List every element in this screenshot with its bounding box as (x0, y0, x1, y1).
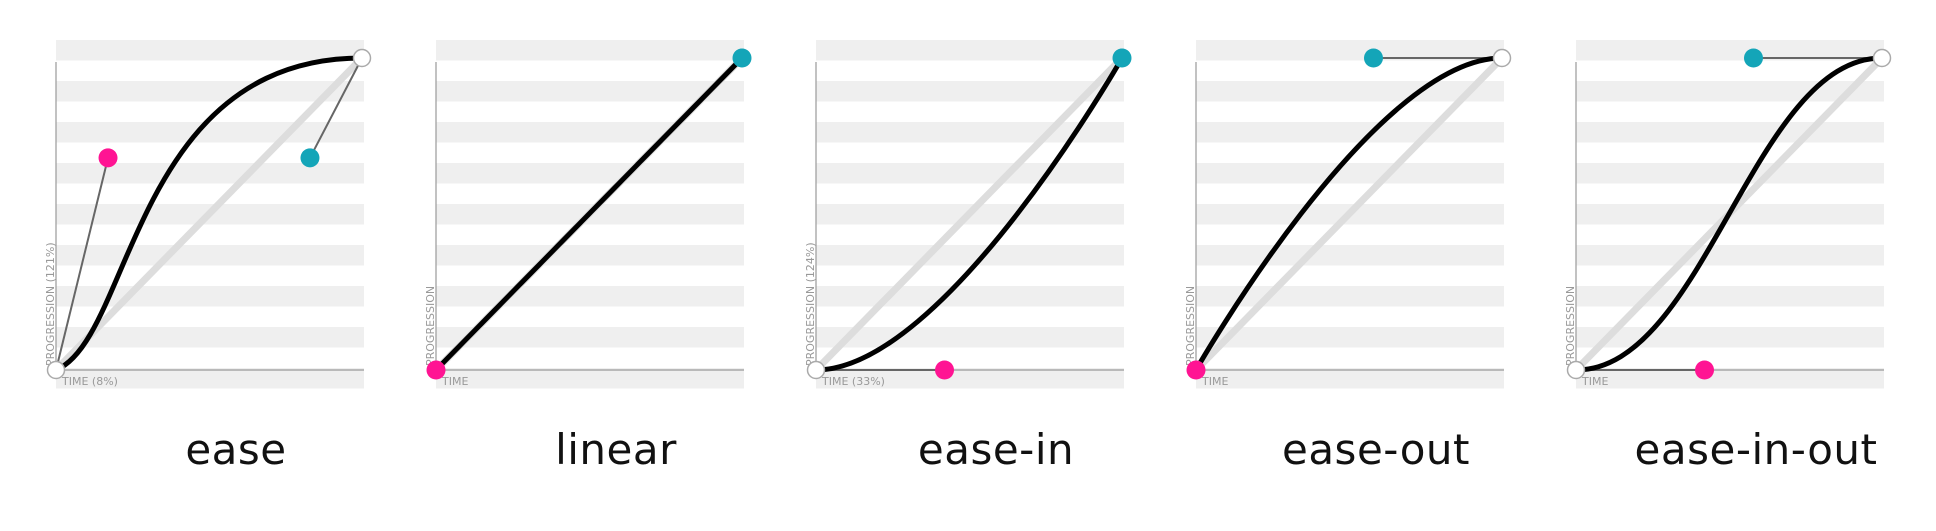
stripe (1576, 40, 1884, 61)
easing-title: ease-out (1281, 425, 1471, 474)
stripe (816, 245, 1124, 266)
stripe (1576, 245, 1884, 266)
stripe-background (436, 40, 744, 389)
stripe (816, 81, 1124, 102)
stripe (1196, 40, 1504, 61)
stripe (436, 122, 744, 143)
linear-reference-line (52, 54, 366, 374)
easing-panel-ease-in: PROGRESSION (124%) TIME (33%) ease-in (804, 0, 1186, 531)
control-handle-1 (426, 360, 446, 380)
easing-graph-ease-out: PROGRESSION TIME (1184, 40, 1512, 389)
stripe (1576, 122, 1884, 143)
stripe (56, 368, 364, 389)
end-point (1492, 48, 1512, 68)
easing-curve (433, 55, 745, 373)
stripe (816, 40, 1124, 61)
easing-graph-ease-in: PROGRESSION (124%) TIME (33%) (804, 40, 1132, 389)
control-handle-1 (98, 148, 118, 168)
stripe (816, 163, 1124, 184)
linear-reference-line (1192, 54, 1506, 374)
control-handle-2 (1743, 48, 1763, 68)
x-axis-label: TIME (441, 375, 468, 388)
y-axis-label: PROGRESSION (121%) (44, 242, 57, 366)
easing-curve (53, 55, 365, 373)
stripe (436, 245, 744, 266)
stripe (56, 81, 364, 102)
easing-title: linear (555, 425, 677, 474)
stripe (1576, 327, 1884, 348)
end-point (1872, 48, 1892, 68)
easing-panel-linear: PROGRESSION TIME linear (424, 0, 806, 531)
control-handle-1 (1695, 360, 1715, 380)
stripe (1196, 368, 1504, 389)
y-axis-label: PROGRESSION (124%) (804, 242, 817, 366)
stripe (1196, 122, 1504, 143)
control-handle-2 (1112, 48, 1132, 68)
start-point (1566, 360, 1586, 380)
control-handle-2 (1363, 48, 1383, 68)
y-axis-label: PROGRESSION (424, 286, 437, 366)
start-point (806, 360, 826, 380)
stripe (1196, 163, 1504, 184)
handle-line-end (309, 57, 363, 159)
x-axis-label: TIME (8%) (61, 375, 118, 388)
stripe (436, 286, 744, 307)
easing-graph-ease-in-out: PROGRESSION TIME (1564, 40, 1892, 389)
easing-panel-ease: PROGRESSION (121%) TIME (8%) ease (44, 0, 426, 531)
end-point (352, 48, 372, 68)
easing-curve (813, 55, 1125, 373)
control-handle-1 (1186, 360, 1206, 380)
easing-title: ease (185, 425, 287, 474)
control-handle-2 (732, 48, 752, 68)
stripe (436, 40, 744, 61)
stripe (816, 368, 1124, 389)
stripe (436, 368, 744, 389)
stripe (436, 327, 744, 348)
x-axis-label: TIME (1581, 375, 1608, 388)
easing-title: ease-in (917, 425, 1075, 474)
stripe (1576, 368, 1884, 389)
x-axis-label: TIME (33%) (821, 375, 885, 388)
easing-graph-ease: PROGRESSION (121%) TIME (8%) (44, 40, 372, 389)
stripe (56, 286, 364, 307)
stripe (1576, 286, 1884, 307)
y-axis-label: PROGRESSION (1564, 286, 1577, 366)
easing-curve (1573, 55, 1885, 373)
linear-reference-line (812, 54, 1126, 374)
easing-curve (1193, 55, 1505, 373)
stripe (1196, 327, 1504, 348)
stripe (56, 122, 364, 143)
handle-line-start (55, 157, 109, 371)
easing-title: ease-in-out (1634, 425, 1878, 474)
easing-panel-ease-out: PROGRESSION TIME ease-out (1184, 0, 1566, 531)
y-axis-label: PROGRESSION (1184, 286, 1197, 366)
start-point (46, 360, 66, 380)
stripe (56, 40, 364, 61)
stripe (56, 163, 364, 184)
x-axis-label: TIME (1201, 375, 1228, 388)
control-handle-2 (300, 148, 320, 168)
stripe (436, 81, 744, 102)
easing-graph-linear: PROGRESSION TIME (424, 40, 752, 389)
stripe (816, 286, 1124, 307)
stripe (56, 327, 364, 348)
stripe (1196, 245, 1504, 266)
stripe-background (56, 40, 364, 389)
stripe (1576, 163, 1884, 184)
stripe (56, 245, 364, 266)
stripe (816, 327, 1124, 348)
easing-panel-ease-in-out: PROGRESSION TIME ease-in-out (1564, 0, 1936, 531)
stripe (436, 163, 744, 184)
control-handle-1 (935, 360, 955, 380)
